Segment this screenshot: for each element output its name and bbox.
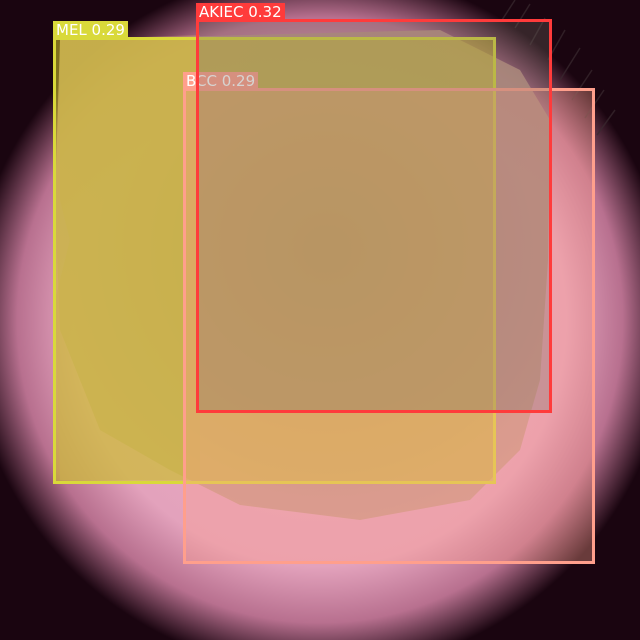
detection-label-bcc: BCC 0.29 <box>183 72 259 91</box>
detection-box-akiec: AKIEC 0.32 <box>196 3 552 413</box>
detection-box-bcc: BCC 0.29 <box>183 72 595 564</box>
detection-box-mel: MEL 0.29 <box>53 21 496 484</box>
detection-label-mel: MEL 0.29 <box>53 21 128 40</box>
detection-label-akiec: AKIEC 0.32 <box>196 3 285 22</box>
